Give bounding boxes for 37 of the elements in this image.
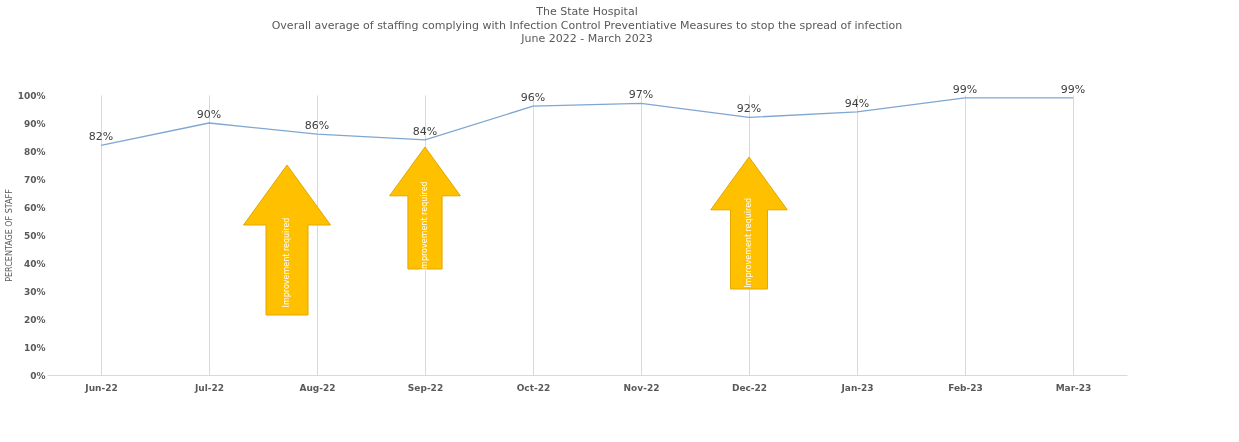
x-tick-label: Jul-22: [193, 382, 225, 393]
x-tick-label: Jan-23: [840, 382, 874, 393]
data-label: 90%: [196, 108, 222, 121]
data-label: 99%: [1060, 82, 1086, 96]
y-axis-title: PERCENTAGE OF STAFF: [4, 188, 14, 282]
data-label: 86%: [304, 119, 330, 133]
x-tick-label: Dec-22: [731, 382, 768, 393]
y-tick-label: 50%: [23, 230, 46, 241]
data-label: 82%: [88, 130, 114, 144]
y-tick-label: 10%: [23, 342, 46, 353]
y-tick-label: 40%: [23, 258, 46, 269]
annotation: Improvement required: [420, 181, 429, 272]
data-label: 96%: [520, 91, 546, 105]
x-tick-label: Jun-22: [84, 382, 118, 393]
x-tick-label: Feb-23: [948, 382, 983, 393]
y-tick-label: 80%: [23, 146, 46, 157]
y-tick-label: 100%: [17, 90, 46, 101]
x-tick-label: Nov-22: [623, 382, 660, 393]
y-tick-label: 0%: [30, 370, 46, 381]
data-label: 94%: [844, 96, 870, 110]
x-tick-label: Mar-23: [1055, 382, 1092, 393]
y-tick-label: 70%: [23, 174, 46, 185]
chart-subtitle: Overall average of staffing complying with Infection Control Preventiative Measures to stop the spread of infection June 2022 - March 2023: [271, 18, 903, 45]
x-tick-label: Aug-22: [299, 382, 336, 393]
annotation: Improvement required: [744, 197, 753, 288]
data-label: 97%: [628, 88, 654, 102]
y-tick-label: 90%: [23, 118, 46, 129]
data-label: 84%: [412, 124, 438, 138]
y-tick-label: 20%: [23, 314, 46, 325]
data-label: 92%: [736, 102, 762, 116]
y-tick-label: 60%: [23, 202, 46, 213]
data-label: 99%: [952, 82, 978, 96]
x-tick-label: Sep-22: [407, 382, 444, 393]
y-tick-label: 30%: [23, 286, 46, 297]
x-tick-label: Oct-22: [516, 382, 551, 393]
chart-title: The State Hospital: [535, 4, 638, 18]
annotation: Improvement required: [282, 217, 291, 308]
